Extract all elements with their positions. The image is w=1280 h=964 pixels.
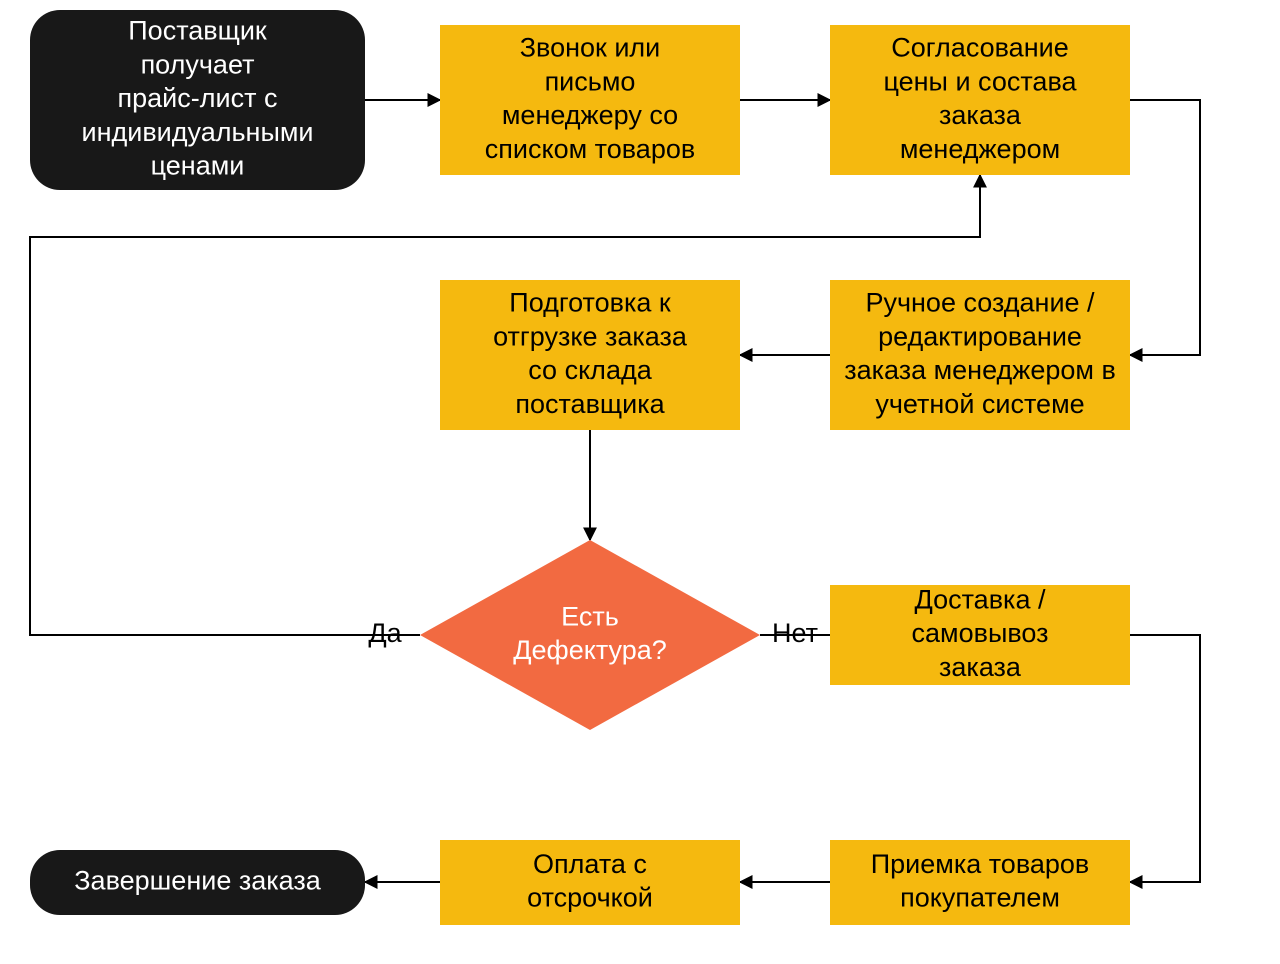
node-text: списком товаров (485, 134, 695, 164)
node-text: Звонок или (520, 33, 661, 63)
node-text: Есть (561, 601, 619, 631)
node-text: Подготовка к (509, 288, 671, 318)
node-text: отсрочкой (527, 883, 653, 913)
node-text: заказа менеджером в (844, 355, 1116, 385)
node-text: письмо (545, 66, 636, 96)
node-text: индивидуальными (81, 117, 313, 147)
node-text: Поставщик (128, 16, 267, 46)
node-text: Оплата с (533, 849, 647, 879)
node-text: цены и состава (883, 66, 1077, 96)
node-text: менеджером (900, 134, 1060, 164)
node-text: редактирование (878, 321, 1082, 351)
node-text: ценами (151, 151, 245, 181)
node-text: Завершение заказа (74, 866, 321, 896)
node-text: самовывоз (912, 618, 1049, 648)
node-text: отгрузке заказа (493, 321, 688, 351)
node-text: менеджеру со (502, 100, 678, 130)
node-text: Согласование (891, 33, 1068, 63)
node-text: Ручное создание / (865, 288, 1095, 318)
edge (1130, 100, 1200, 355)
node-text: получает (141, 49, 255, 79)
edge (1130, 635, 1200, 882)
node-text: заказа (939, 100, 1022, 130)
node-text: поставщика (515, 389, 665, 419)
node-text: Доставка / (915, 584, 1046, 614)
node-text: покупателем (900, 883, 1060, 913)
node-text: учетной системе (875, 389, 1084, 419)
node-text: Дефектура? (513, 635, 667, 665)
node-text: со склада (528, 355, 652, 385)
node-text: Приемка товаров (871, 849, 1090, 879)
node-text: прайс-лист с (118, 83, 278, 113)
edge-label: Да (368, 618, 402, 648)
edge-label: Нет (772, 618, 818, 648)
node-text: заказа (939, 652, 1022, 682)
